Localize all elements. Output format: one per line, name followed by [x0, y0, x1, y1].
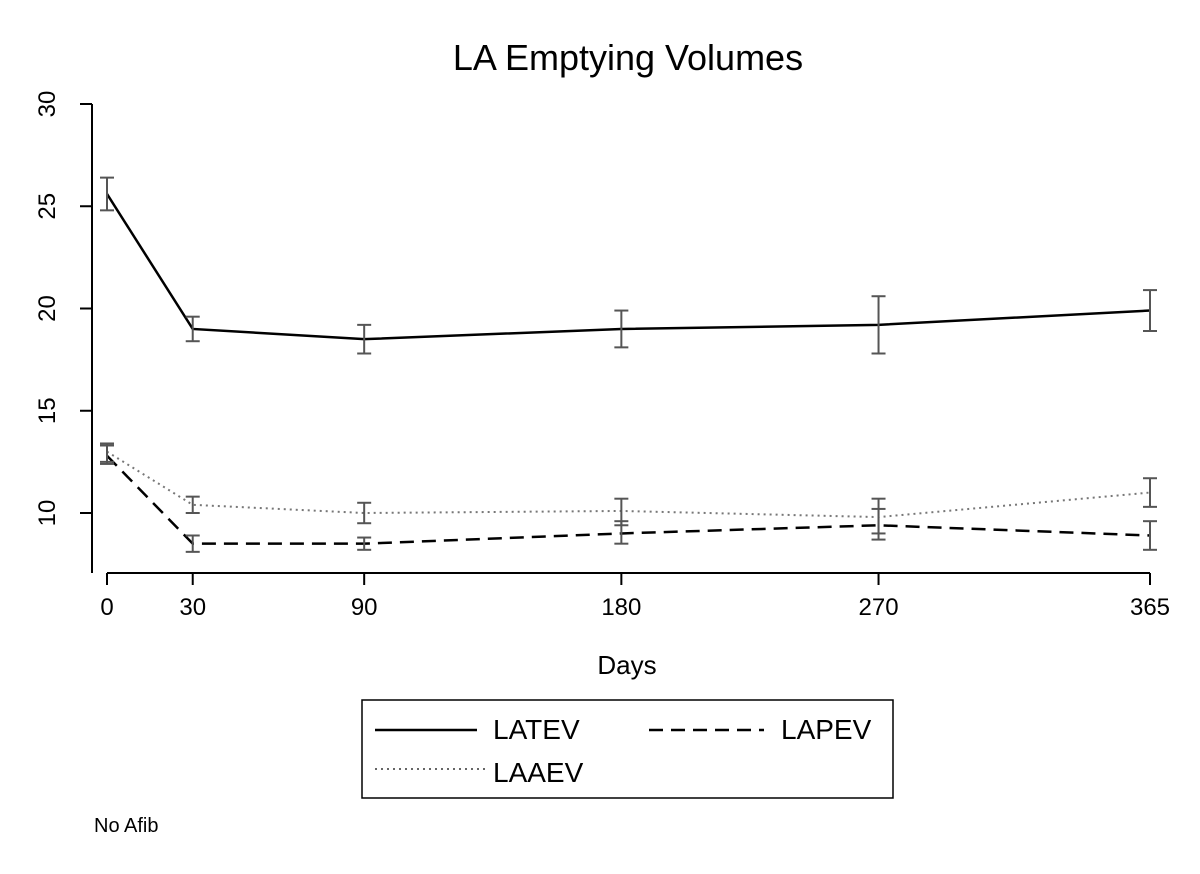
error-bar-laaev [185, 495, 200, 514]
error-bar-latev [185, 315, 200, 343]
chart-title: LA Emptying Volumes [453, 37, 803, 78]
error-bar-laaev [871, 497, 886, 535]
error-bar-lapev [357, 536, 372, 551]
series-line-lapev [106, 454, 1151, 545]
series-line-laaev [106, 450, 1151, 519]
legend: LATEV LAPEV LAAEV [361, 699, 894, 799]
x-tick-label: 30 [179, 594, 206, 621]
error-bar-latev [357, 323, 372, 355]
x-tick-label: 90 [351, 594, 378, 621]
legend-box [361, 699, 894, 799]
error-bar-lapev [1143, 520, 1157, 551]
x-axis-label: Days [597, 650, 656, 680]
x-tick-label: 270 [859, 594, 899, 621]
error-bar-laaev [100, 442, 114, 463]
error-bar-latev [1143, 289, 1157, 332]
series-layer [100, 176, 1157, 553]
error-bar-lapev [185, 534, 200, 553]
legend-label-laaev: LAAEV [493, 757, 584, 788]
error-bar-laaev [1143, 477, 1157, 508]
legend-label-latev: LATEV [493, 714, 580, 745]
error-bar-latev [100, 176, 114, 212]
y-axis-ticks: 10 15 20 25 30 [34, 91, 92, 527]
y-tick-label: 30 [34, 91, 61, 118]
y-tick-label: 25 [34, 193, 61, 220]
error-bar-latev [614, 309, 629, 349]
x-tick-label: 0 [100, 594, 113, 621]
legend-label-lapev: LAPEV [781, 714, 872, 745]
y-tick-label: 10 [34, 500, 61, 527]
x-tick-label: 365 [1130, 594, 1170, 621]
note-text: No Afib [94, 815, 158, 837]
error-bar-laaev [614, 497, 629, 527]
x-axis-ticks: 0 30 90 180 270 365 [100, 573, 1170, 621]
error-bar-laaev [357, 501, 372, 525]
y-tick-label: 15 [34, 397, 61, 424]
y-tick-label: 20 [34, 295, 61, 322]
error-bar-latev [871, 295, 886, 355]
series-line-latev [105, 193, 1151, 341]
x-tick-label: 180 [601, 594, 641, 621]
